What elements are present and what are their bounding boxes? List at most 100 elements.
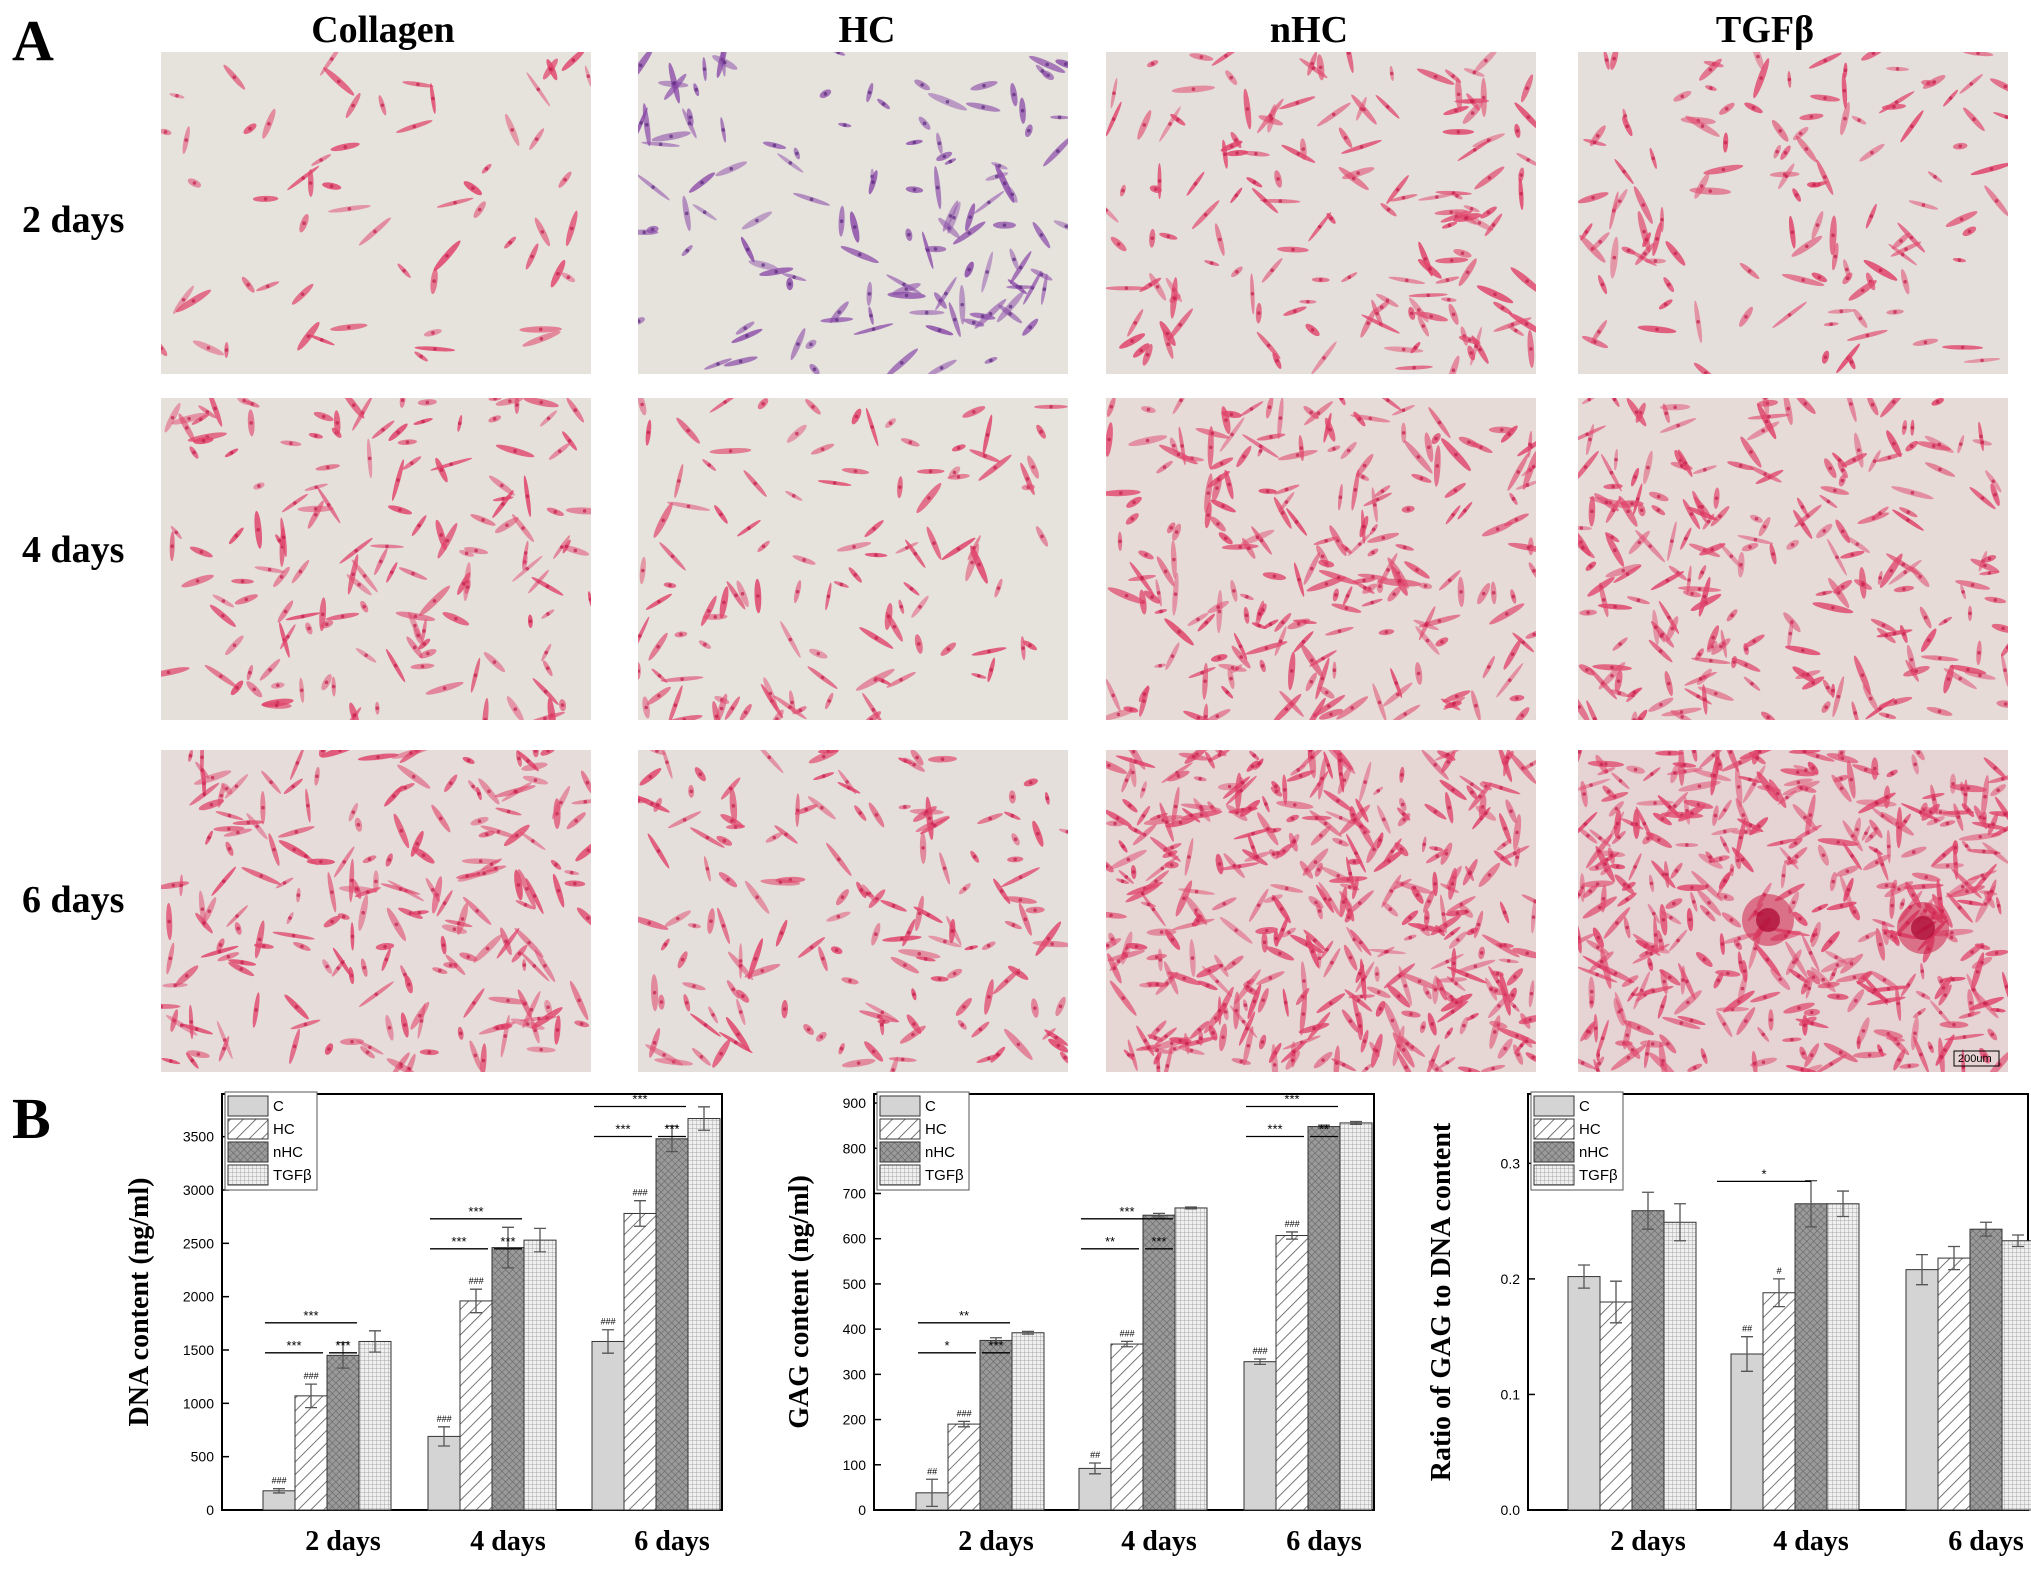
significance-label: *** [1284,1091,1299,1106]
error-bar [1022,1330,1034,1335]
y-axis-label: DNA content (ng/ml) [124,1178,155,1427]
legend: C HC nHC TGFβ [876,1091,970,1191]
legend-swatch-hc [879,1118,921,1140]
micrograph-tgfβ-4-days [1578,398,2008,720]
y-tick-label: 800 [843,1140,867,1156]
bar-hc-6-days [1937,1257,1971,1511]
significance-label: *** [632,1091,647,1106]
legend-label-c: C [273,1098,284,1115]
bar-tgfβ-4-days [1826,1203,1860,1511]
bar-c-6-days [1243,1361,1277,1511]
error-bar [1674,1203,1686,1242]
error-bar [1089,1462,1101,1475]
significance-label: *** [1151,1234,1166,1249]
micrograph-nhc-2-days [1106,52,1536,374]
legend-swatch-c [879,1095,921,1117]
bar-hc-4-days [1110,1343,1144,1511]
legend-swatch-tgfβ [227,1164,269,1186]
error-bar [698,1106,710,1131]
legend-swatch-nhc [879,1141,921,1163]
significance-label: *** [664,1121,679,1136]
error-bar [1773,1278,1785,1308]
significance-label: *** [988,1338,1003,1353]
bar-nhc-2-days [979,1339,1013,1511]
error-bar [369,1330,381,1353]
x-tick-label: 4 days [1121,1526,1197,1557]
column-header-nhc: nHC [1269,9,1349,51]
micrograph-nhc-4-days [1106,398,1536,720]
error-bar [438,1426,450,1447]
error-bar [534,1227,546,1253]
micrograph-hc-2-days [638,52,1068,374]
error-bar [1741,1336,1753,1372]
significance-label: *** [500,1234,515,1249]
y-tick-label: 0 [858,1502,866,1518]
x-tick-label: 4 days [1773,1526,1849,1557]
legend-label-tgfβ: TGFβ [273,1167,312,1184]
x-tick-label: 2 days [1610,1526,1686,1557]
error-bar [470,1288,482,1314]
bar-tgfβ-2-days [1011,1332,1045,1511]
error-bar [666,1125,678,1153]
bar-c-4-days [1078,1467,1112,1511]
x-tick-label: 4 days [470,1526,546,1557]
legend-label-hc: HC [925,1121,947,1138]
bar-c-6-days [591,1340,625,1511]
bar-hc-6-days [1275,1235,1309,1511]
bar-hc-4-days [1762,1292,1796,1511]
legend-label-c: C [925,1098,936,1115]
bar-nhc-2-days [1631,1210,1665,1511]
legend-swatch-c [227,1095,269,1117]
x-tick-label: 6 days [1948,1526,2024,1557]
legend-label-tgfβ: TGFβ [925,1167,964,1184]
y-tick-label: 1500 [183,1342,214,1358]
row-header-4-days: 4 days [22,529,125,571]
error-bar [1805,1180,1817,1228]
y-tick-label: 700 [843,1185,867,1201]
bar-hc-4-days [459,1300,493,1511]
bar-annotation: ### [436,1414,452,1424]
x-tick-label: 2 days [305,1526,381,1557]
bar-nhc-6-days [1969,1228,2003,1511]
significance-label: *** [1267,1121,1282,1136]
bar-hc-6-days [623,1212,657,1511]
error-bar [1837,1190,1849,1218]
y-tick-label: 900 [843,1095,867,1111]
micrograph-hc-6-days [638,750,1068,1072]
micrograph-collagen-2-days [161,52,591,374]
legend-swatch-nhc [1533,1141,1575,1163]
significance-label: ** [1319,1121,1329,1136]
bar-annotation: ### [1252,1346,1268,1356]
error-bar [634,1200,646,1227]
y-tick-label: 200 [843,1412,867,1428]
significance-label: *** [335,1338,350,1353]
chart-3: 0.0 0.1 0.2 0.3 Ratio of GAG to DNA content 2… [1426,1091,2031,1557]
bar-c-6-days [1905,1269,1939,1511]
significance-label: *** [451,1234,466,1249]
error-bar [2012,1234,2024,1248]
y-tick-label: 600 [843,1231,867,1247]
bar-tgfβ-4-days [523,1239,557,1511]
error-bar [1350,1120,1362,1125]
micrograph-hc-4-days [638,398,1068,720]
legend-label-hc: HC [273,1121,295,1138]
legend-label-nhc: nHC [273,1144,303,1161]
x-tick-label: 6 days [1286,1526,1362,1557]
y-tick-label: 1000 [183,1395,214,1411]
bar-tgfβ-6-days [687,1118,721,1511]
row-header-2-days: 2 days [22,199,125,241]
scale-bar-label: 200um [1958,1053,1992,1065]
micrograph-tgfβ-6-days: 200um [1578,750,2008,1072]
y-tick-label: 0.2 [1501,1271,1521,1287]
y-tick-label: 3000 [183,1182,214,1198]
bar-tgfβ-2-days [358,1340,392,1511]
y-tick-label: 300 [843,1366,867,1382]
chart-2: 0 100 200 300 400 500 600 700 800 900 GAG content … [784,1091,1375,1557]
significance-label: *** [615,1121,630,1136]
error-bar [1578,1264,1590,1289]
legend-label-nhc: nHC [925,1144,955,1161]
y-tick-label: 100 [843,1457,867,1473]
error-bar [990,1337,1002,1344]
chart-1: 0 500 1000 1500 2000 2500 3000 3500 DNA content … [124,1091,723,1557]
